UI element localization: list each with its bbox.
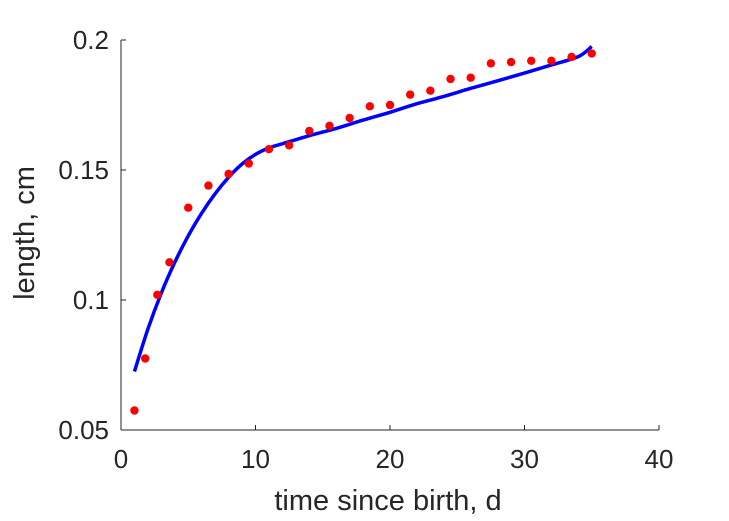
- x-tick-label: 40: [645, 444, 674, 474]
- x-ticks: 0 10 20 30 40: [114, 425, 674, 474]
- data-point: [506, 57, 516, 67]
- data-point: [130, 406, 139, 415]
- y-tick-label: 0.1: [73, 285, 109, 315]
- data-point: [224, 169, 233, 179]
- x-tick-label: 0: [114, 444, 128, 474]
- x-tick-label: 10: [241, 444, 270, 474]
- data-point: [466, 73, 475, 82]
- data-point: [486, 59, 496, 68]
- data-point: [325, 121, 334, 130]
- y-tick-label: 0.15: [58, 155, 109, 185]
- data-point: [405, 90, 415, 99]
- data-point: [204, 181, 213, 190]
- fit-lines: [132, 45, 593, 373]
- data-point: [165, 258, 174, 267]
- y-tick-label: 0.2: [73, 25, 109, 55]
- data-point: [587, 49, 596, 58]
- x-axis-label: time since birth, d: [274, 485, 501, 517]
- data-point: [426, 86, 435, 95]
- data-point: [244, 159, 253, 168]
- y-ticks: 0.05 0.1 0.15 0.2: [58, 25, 126, 445]
- data-point: [446, 74, 455, 84]
- x-tick-label: 30: [510, 444, 539, 474]
- y-tick-label: 0.05: [58, 415, 109, 445]
- data-point: [567, 52, 576, 62]
- data-point: [305, 126, 314, 136]
- data-points: [130, 49, 596, 415]
- data-point: [141, 354, 150, 363]
- data-point: [547, 56, 556, 65]
- plot-area: [130, 45, 596, 415]
- y-axis-label: length, cm: [9, 166, 41, 300]
- data-point: [385, 100, 395, 110]
- fit-line: [132, 45, 593, 373]
- x-tick-label: 20: [376, 444, 405, 474]
- data-point: [153, 290, 162, 299]
- data-point: [184, 203, 193, 212]
- data-point: [264, 145, 274, 154]
- data-point: [527, 56, 536, 65]
- data-point: [365, 102, 375, 111]
- axes: 0 10 20 30 40 0.05 0.1 0.15 0.2: [58, 25, 673, 474]
- data-point: [345, 113, 354, 123]
- data-point: [284, 141, 294, 150]
